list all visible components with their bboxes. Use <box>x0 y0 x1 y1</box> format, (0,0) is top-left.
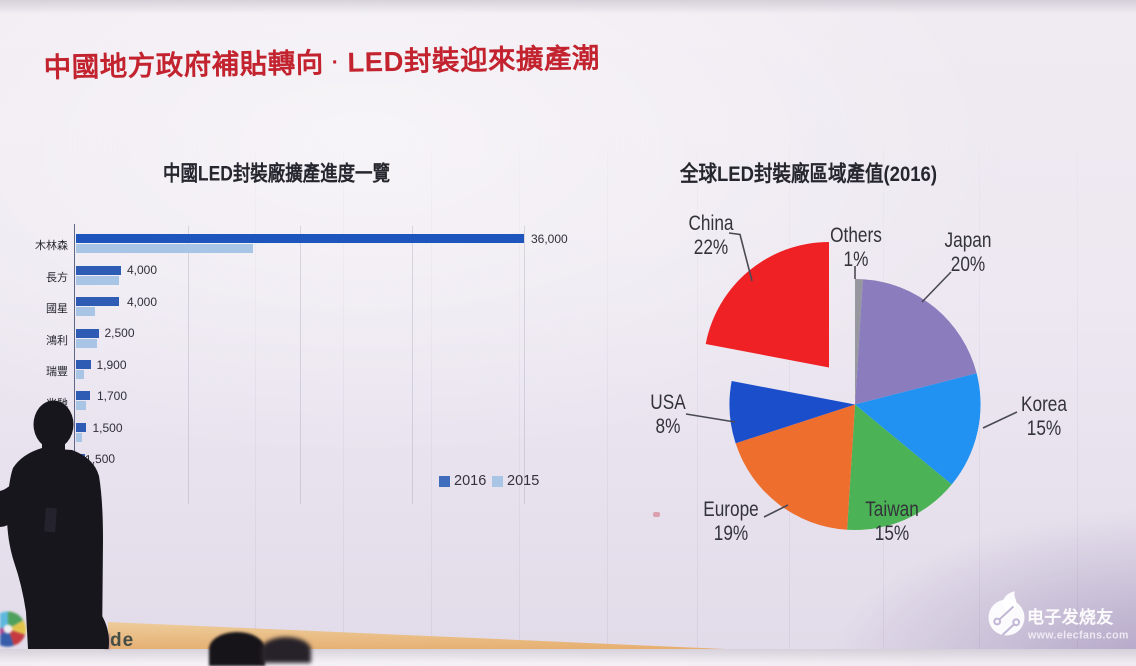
svg-text:电子发烧友: 电子发烧友 <box>1027 607 1114 627</box>
svg-text:www.elecfans.com: www.elecfans.com <box>1027 630 1129 642</box>
